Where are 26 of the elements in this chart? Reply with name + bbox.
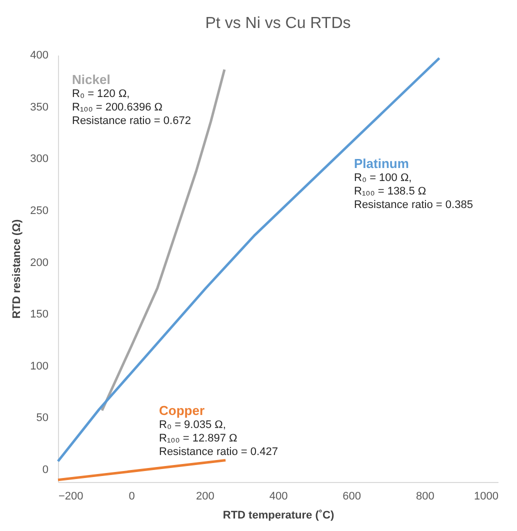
y-tick-label: 150 — [30, 308, 48, 321]
y-tick-label: 350 — [30, 101, 48, 114]
x-tick-label: 600 — [342, 490, 362, 502]
x-tick-label: 1000 — [474, 490, 498, 502]
chart-title: Pt vs Ni vs Cu RTDs — [205, 15, 351, 32]
y-tick-label: 300 — [30, 153, 48, 166]
x-axis-title: RTD temperature (˚C) — [222, 510, 334, 522]
annotation: R₀ = 100 Ω, R₁₀₀ = 138.5 Ω Resistance ratio = 0.385 — [354, 172, 473, 211]
y-axis-title: RTD resistance (Ω) — [11, 219, 24, 319]
y-tick-label: 400 — [30, 50, 48, 62]
text: Nickel — [72, 72, 110, 87]
y-tick-label: 200 — [30, 256, 48, 269]
annotation: R₀ = 9.035 Ω, R₁₀₀ = 12.897 Ω Resistance ratio = 0.427 — [159, 419, 278, 458]
x-tick-label: −200 — [58, 490, 84, 502]
y-tick-label: 0 — [42, 464, 48, 476]
y-tick-label: 50 — [36, 412, 48, 424]
text: Copper — [159, 403, 204, 418]
series-label: Platinum — [354, 156, 409, 171]
x-tick-label: 400 — [269, 490, 288, 502]
y-tick-label: 250 — [30, 204, 48, 217]
x-tick-label: 800 — [416, 490, 434, 502]
y-tick-label: 100 — [30, 360, 48, 372]
x-tick-label: 0 — [128, 490, 135, 502]
annotation: R₀ = 120 Ω, R₁₀₀ = 200.6396 Ω Resistance ratio = 0.672 — [72, 88, 191, 127]
x-tick-label: 200 — [196, 490, 214, 502]
line-series — [56, 56, 441, 463]
